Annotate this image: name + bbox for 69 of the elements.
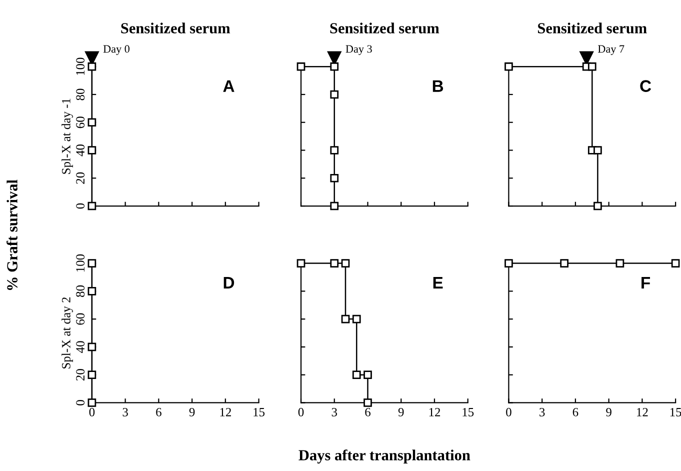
y-tick-label: 20 — [76, 172, 85, 184]
x-tick-label: 0 — [298, 408, 304, 416]
point — [88, 398, 96, 407]
y-tick-label: 100 — [76, 58, 85, 75]
point — [88, 62, 96, 71]
annotation: F — [642, 277, 650, 289]
point — [330, 62, 339, 71]
point — [296, 62, 306, 71]
point — [88, 370, 96, 379]
x-tick-label: 6 — [572, 408, 578, 416]
x-tick-label: 9 — [189, 408, 195, 416]
x-tick-label: 6 — [365, 408, 370, 416]
point — [330, 259, 339, 268]
y-axis-title: Spl-X at day -1 — [62, 98, 73, 174]
x-tick-label: 3 — [540, 408, 545, 416]
point — [364, 370, 372, 379]
x-tick-label: 15 — [670, 408, 681, 416]
point — [296, 259, 306, 268]
x-tick-label: 9 — [606, 408, 612, 416]
annotation: E — [433, 277, 443, 289]
x-tick-label: 6 — [156, 408, 162, 416]
chart-title: Sensitized serum — [121, 22, 230, 34]
annotation: D — [224, 277, 234, 289]
annotation: B — [432, 80, 444, 92]
point — [364, 398, 372, 407]
y-tick-label: 100 — [76, 254, 85, 272]
x-tick-label: 3 — [122, 408, 128, 416]
point — [352, 370, 361, 379]
point — [88, 342, 96, 352]
point — [330, 146, 339, 154]
y-tick-label: 60 — [76, 313, 85, 325]
y-tick-label: 80 — [76, 88, 85, 100]
y-tick-label: 40 — [76, 144, 85, 156]
y-axis-title: Spl-X at day 2 — [62, 297, 73, 368]
y-tick-label: 60 — [76, 116, 85, 128]
x-tick-label: 9 — [398, 408, 404, 416]
chart-title: Sensitized serum — [538, 22, 647, 34]
x-tick-label: 15 — [254, 408, 265, 416]
point — [88, 118, 96, 127]
chart-title: Sensitized serum — [330, 22, 440, 34]
point — [88, 202, 96, 210]
y-tick-label: 80 — [76, 285, 85, 297]
point — [88, 259, 96, 268]
point — [88, 146, 96, 154]
x-tick-label: 12 — [637, 408, 648, 416]
x-tick-label: 3 — [332, 408, 338, 416]
x-tick-label: 15 — [462, 408, 474, 416]
annotation: A — [223, 80, 234, 92]
y-tick-label: 20 — [76, 369, 85, 381]
annotation: Day 7 — [598, 45, 624, 55]
y-tick-label: 0 — [76, 203, 85, 209]
y-tick-label: 40 — [76, 341, 85, 353]
y-tick-label: 0 — [76, 400, 85, 406]
point — [88, 287, 96, 296]
point — [330, 90, 339, 99]
x-tick-label: 0 — [506, 408, 512, 416]
annotation: C — [640, 80, 652, 92]
point — [330, 174, 339, 182]
x-tick-label: 12 — [429, 408, 440, 416]
point — [330, 202, 339, 210]
point — [341, 314, 350, 324]
x-tick-label: 0 — [89, 408, 95, 416]
point — [341, 259, 350, 268]
x-tick-label: 12 — [220, 408, 231, 416]
annotation: Day 0 — [103, 45, 130, 55]
point — [352, 314, 361, 324]
annotation: Day 3 — [346, 45, 372, 55]
x-axis-title: Days after transplantation — [298, 449, 470, 464]
text: % Graft survival — [6, 180, 18, 290]
